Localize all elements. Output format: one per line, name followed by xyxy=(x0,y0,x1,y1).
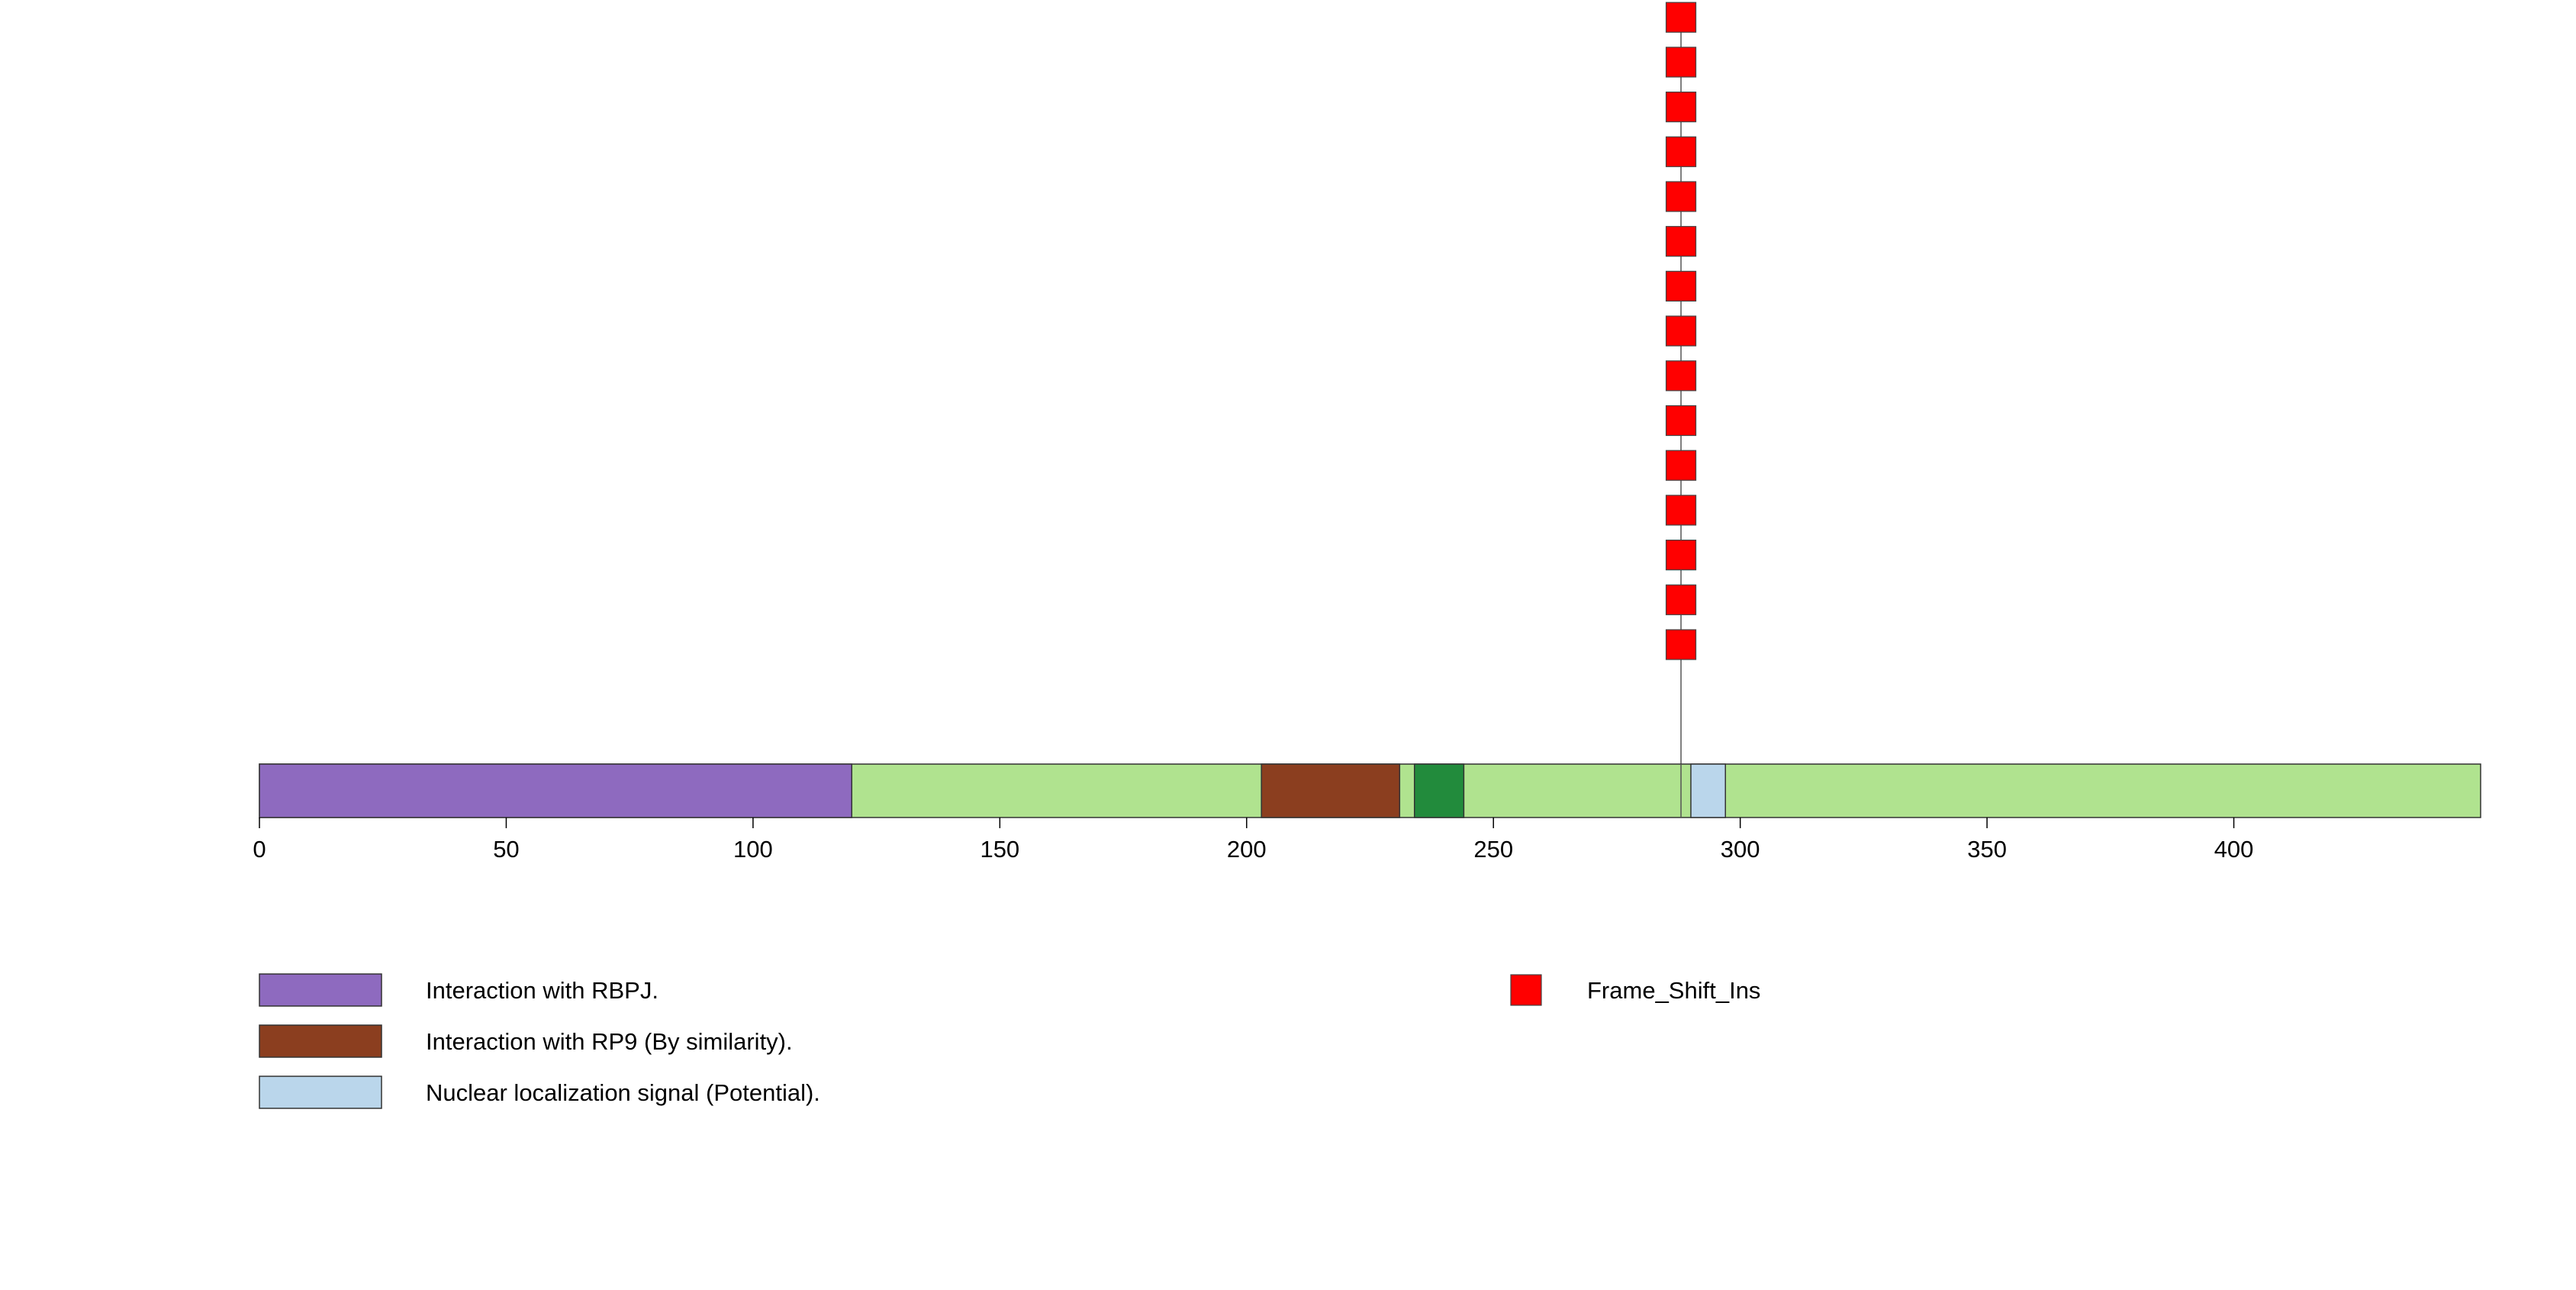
x-tick-label: 300 xyxy=(1721,836,1760,863)
legend-swatch xyxy=(259,1076,382,1109)
legend-label: Interaction with RBPJ. xyxy=(426,977,658,1004)
x-axis: 0 50 100 150 200 250 300 350 400 xyxy=(253,818,2253,863)
x-tick-label: 250 xyxy=(1473,836,1513,863)
mutation-marker xyxy=(1665,270,1697,302)
mutation-marker xyxy=(1665,2,1697,33)
legend-swatch xyxy=(259,973,382,1007)
domain-rect xyxy=(1413,763,1465,818)
legend: Interaction with RBPJ. Interaction with R… xyxy=(259,973,1760,1109)
domain-rect xyxy=(1690,763,1727,818)
mutation-marker xyxy=(1665,47,1697,78)
x-tick-label: 150 xyxy=(980,836,1019,863)
protein-backbone-group xyxy=(259,763,2481,818)
x-tick-label: 50 xyxy=(493,836,519,863)
mutation-marker xyxy=(1665,584,1697,615)
mutation-marker xyxy=(1665,91,1697,123)
mutation-marker xyxy=(1665,450,1697,481)
x-tick-label: 200 xyxy=(1227,836,1267,863)
mutation-marker xyxy=(1665,495,1697,526)
legend-mutation-label: Frame_Shift_Ins xyxy=(1587,977,1760,1004)
mutation-markers xyxy=(1665,2,1697,660)
mutation-marker xyxy=(1665,629,1697,660)
domain-rect xyxy=(259,763,853,818)
mutation-marker xyxy=(1665,405,1697,437)
legend-label: Nuclear localization signal (Potential). xyxy=(426,1079,820,1106)
mutation-marker xyxy=(1665,539,1697,571)
x-tick-label: 350 xyxy=(1967,836,2007,863)
mutation-marker xyxy=(1665,315,1697,347)
x-tick-label: 400 xyxy=(2214,836,2254,863)
mutation-marker xyxy=(1665,181,1697,212)
legend-label: Interaction with RP9 (By similarity). xyxy=(426,1028,793,1055)
legend-mutation-swatch xyxy=(1510,974,1542,1006)
legend-swatch xyxy=(259,1024,382,1058)
x-tick-label: 100 xyxy=(733,836,773,863)
mutation-marker xyxy=(1665,226,1697,257)
mutation-marker xyxy=(1665,360,1697,392)
x-tick-label: 0 xyxy=(253,836,266,863)
domain-rect xyxy=(1261,763,1401,818)
mutation-marker xyxy=(1665,136,1697,167)
